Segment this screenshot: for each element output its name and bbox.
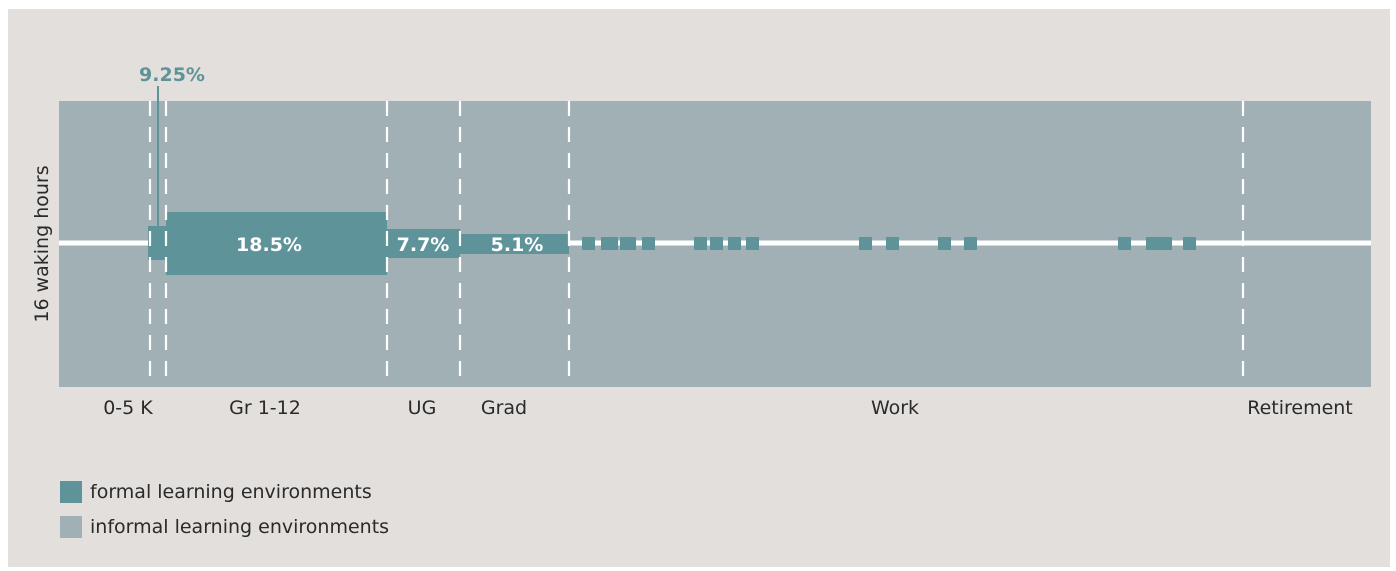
stage-dividers [148,101,1245,387]
work-segment [746,237,759,250]
y-axis-label: 16 waking hours [31,165,53,322]
legend-label-formal: formal learning environments [90,481,372,503]
legend-label-informal: informal learning environments [90,516,390,538]
formal-block-grad [460,234,569,254]
stage-label-0-5k: 0-5 K [103,397,153,419]
stage-label-gr1-12: Gr 1-12 [229,397,301,419]
stage-label-work: Work [871,397,919,419]
work-segment [1118,237,1131,250]
formal-value-ug: 7.7% [397,234,450,256]
formal-block-gr1-12 [166,212,387,275]
legend-swatch-formal [60,481,82,503]
callout-value: 9.25% [139,64,205,86]
work-formal-segments [582,237,1196,250]
stage-label-ug: UG [408,397,437,419]
formal-block-0-5k [148,226,167,260]
formal-value-grad: 5.1% [491,234,544,256]
legend-item-informal: informal learning environments [60,516,389,538]
work-segment [582,237,595,250]
work-segment [886,237,899,250]
work-segment [1146,237,1172,250]
formal-value-gr1-12: 18.5% [236,234,302,256]
work-segment [859,237,872,250]
work-segment [620,237,636,250]
work-segment [694,237,707,250]
work-segment [601,237,618,250]
stage-label-retirement: Retirement [1247,397,1353,419]
work-segment [938,237,951,250]
formal-block-ug [387,229,460,258]
work-segment [728,237,741,250]
work-segment [642,237,655,250]
legend-swatch-informal [60,516,82,538]
legend-item-formal: formal learning environments [60,481,372,503]
stage-label-grad: Grad [481,397,527,419]
work-segment [964,237,977,250]
work-segment [1183,237,1196,250]
work-segment [710,237,723,250]
